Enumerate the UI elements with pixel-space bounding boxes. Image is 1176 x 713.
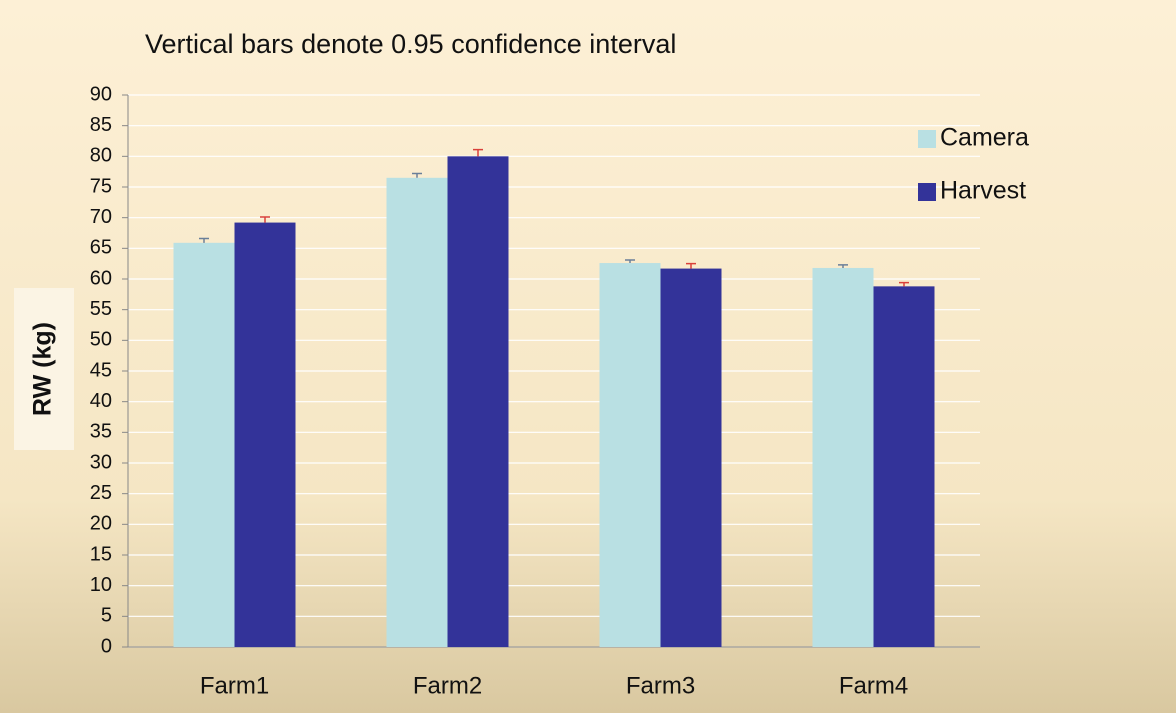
- error-bar: [899, 281, 909, 287]
- y-tick-label: 40: [90, 390, 112, 412]
- y-tick-label: 55: [90, 298, 112, 320]
- error-bar: [838, 264, 848, 268]
- y-axis-label: RW (kg): [29, 322, 57, 416]
- y-tick-label: 0: [101, 635, 112, 657]
- y-tick-label: 90: [90, 83, 112, 105]
- x-tick-label: Farm1: [200, 672, 269, 699]
- y-tick-label: 20: [90, 513, 112, 535]
- y-tick-label: 85: [90, 114, 112, 136]
- y-tick-label: 65: [90, 237, 112, 259]
- y-tick-label: 75: [90, 175, 112, 197]
- y-tick-label: 35: [90, 421, 112, 443]
- y-tick-label: 60: [90, 267, 112, 289]
- y-tick-label: 5: [101, 605, 112, 627]
- bar: [812, 267, 874, 647]
- error-bar: [412, 172, 422, 178]
- y-tick-label: 45: [90, 359, 112, 381]
- y-tick-label: 15: [90, 543, 112, 565]
- legend-swatch: [918, 183, 936, 201]
- chart-title: Vertical bars denote 0.95 confidence int…: [145, 29, 676, 59]
- bar: [599, 263, 661, 647]
- y-tick-label: 10: [90, 574, 112, 596]
- x-tick-label: Farm3: [626, 672, 695, 699]
- error-bar: [473, 148, 483, 157]
- y-tick-label: 80: [90, 145, 112, 167]
- legend-label: Harvest: [940, 177, 1026, 205]
- x-tick-label: Farm4: [839, 672, 908, 699]
- error-bar: [686, 262, 696, 269]
- error-bar: [625, 259, 635, 264]
- legend-swatch: [918, 130, 936, 148]
- y-tick-label: 25: [90, 482, 112, 504]
- error-bar: [199, 237, 209, 243]
- x-tick-label: Farm2: [413, 672, 482, 699]
- bar: [234, 222, 296, 647]
- y-tick-label: 70: [90, 206, 112, 228]
- legend-label: Camera: [940, 124, 1029, 152]
- bar: [660, 268, 722, 647]
- bar: [173, 242, 235, 647]
- bar: [873, 286, 935, 647]
- y-tick-label: 50: [90, 329, 112, 351]
- bar: [447, 156, 509, 648]
- y-tick-label: 30: [90, 451, 112, 473]
- error-bar: [260, 216, 270, 223]
- y-label-box: [14, 288, 74, 450]
- bar: [386, 177, 448, 648]
